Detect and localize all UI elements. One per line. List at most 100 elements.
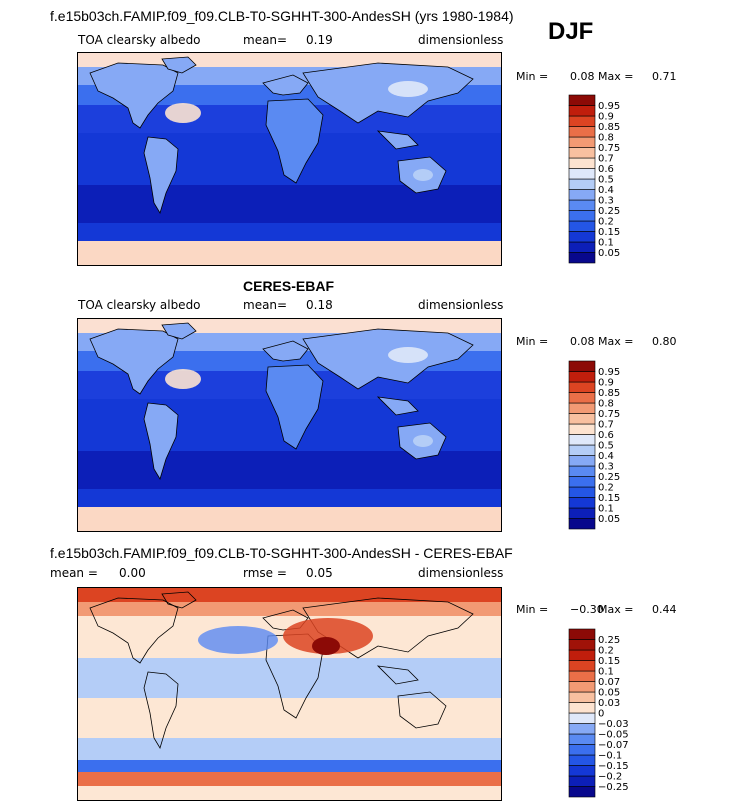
colorbar-box (568, 392, 596, 404)
colorbar-tick-label: −0.2 (598, 772, 622, 783)
colorbar-box (568, 210, 596, 222)
colorbar-box (568, 231, 596, 243)
colorbar-tick-label: 0.6 (598, 164, 614, 175)
colorbar-box (568, 681, 596, 693)
colorbar-tick-label: −0.03 (598, 719, 629, 730)
colorbar-box (568, 723, 596, 735)
colorbar-box (568, 157, 596, 169)
colorbar-box (568, 786, 596, 798)
colorbar-box (568, 639, 596, 651)
colorbar-tick-label: 0.85 (598, 122, 620, 133)
colorbar-tick-label: 0.1 (598, 667, 614, 678)
colorbar-tick-label: 0.15 (598, 656, 620, 667)
colorbar-tick-label: 0 (598, 709, 604, 720)
colorbar-box (568, 518, 596, 530)
colorbar-box (568, 702, 596, 714)
colorbar-tick-label: 0.25 (598, 472, 620, 483)
colorbar-tick-label: 0.07 (598, 677, 620, 688)
page-title: f.e15b03ch.FAMIP.f09_f09.CLB-T0-SGHHT-30… (50, 8, 514, 24)
colorbar-box (568, 241, 596, 253)
panel3-rmse-value: 0.05 (306, 566, 333, 580)
panel1-colorbar: 0.050.10.150.20.250.30.40.50.60.70.750.8… (568, 94, 620, 264)
colorbar-box (568, 660, 596, 672)
panel2-max-value: 0.80 (652, 335, 677, 348)
panel3-min-label: Min = (516, 603, 549, 616)
colorbar-box (568, 444, 596, 456)
panel1-max-value: 0.71 (652, 70, 677, 83)
colorbar-tick-label: 0.15 (598, 227, 620, 238)
colorbar-box (568, 402, 596, 414)
colorbar-box (568, 94, 596, 106)
colorbar-box (568, 220, 596, 232)
colorbar-box (568, 486, 596, 498)
colorbar-box (568, 168, 596, 180)
panel2-max-label: Max = (598, 335, 634, 348)
panel3-max-label: Max = (598, 603, 634, 616)
panel1-units: dimensionless (418, 33, 504, 47)
panel3-map (77, 587, 502, 801)
colorbar-box (568, 423, 596, 435)
colorbar-tick-label: 0.05 (598, 514, 620, 525)
colorbar-box (568, 765, 596, 777)
colorbar-box (568, 126, 596, 138)
colorbar-box (568, 476, 596, 488)
colorbar-box (568, 465, 596, 477)
colorbar-tick-label: 0.3 (598, 462, 614, 473)
colorbar-tick-label: 0.5 (598, 175, 614, 186)
colorbar-tick-label: 0.2 (598, 217, 614, 228)
colorbar-box (568, 360, 596, 372)
colorbar-tick-label: 0.2 (598, 483, 614, 494)
colorbar-tick-label: 0.9 (598, 378, 614, 389)
panel2-units: dimensionless (418, 298, 504, 312)
colorbar-tick-label: 0.75 (598, 143, 620, 154)
colorbar-tick-label: 0.75 (598, 409, 620, 420)
colorbar-box (568, 754, 596, 766)
colorbar-tick-label: 0.9 (598, 112, 614, 123)
panel2-variable: TOA clearsky albedo (78, 298, 201, 312)
colorbar-box (568, 115, 596, 127)
colorbar-box (568, 507, 596, 519)
panel1-mean-value: 0.19 (306, 33, 333, 47)
colorbar-tick-label: 0.8 (598, 399, 614, 410)
panel3-max-value: 0.44 (652, 603, 677, 616)
colorbar-box (568, 712, 596, 724)
panel2-mean-label: mean= (243, 298, 288, 312)
colorbar-box (568, 178, 596, 190)
panel3-title: f.e15b03ch.FAMIP.f09_f09.CLB-T0-SGHHT-30… (50, 545, 513, 561)
colorbar-box (568, 413, 596, 425)
colorbar-box (568, 199, 596, 211)
colorbar-box (568, 371, 596, 383)
panel3-mean-label: mean = (50, 566, 98, 580)
colorbar-tick-label: −0.25 (598, 782, 629, 793)
panel1-max-label: Max = (598, 70, 634, 83)
panel3-rmse-label: rmse = (243, 566, 287, 580)
colorbar-box (568, 381, 596, 393)
panel1-map (77, 52, 502, 266)
panel1-min-value: 0.08 (570, 70, 595, 83)
panel3-min-value: −0.30 (570, 603, 604, 616)
colorbar-tick-label: 0.05 (598, 248, 620, 259)
colorbar-box (568, 136, 596, 148)
colorbar-tick-label: 0.95 (598, 101, 620, 112)
colorbar-tick-label: −0.07 (598, 740, 629, 751)
season-label: DJF (548, 18, 594, 45)
colorbar-tick-label: 0.5 (598, 441, 614, 452)
colorbar-tick-label: 0.2 (598, 646, 614, 657)
colorbar-tick-label: −0.05 (598, 730, 629, 741)
panel2-colorbar: 0.050.10.150.20.250.30.40.50.60.70.750.8… (568, 360, 620, 530)
colorbar-box (568, 733, 596, 745)
panel2-min-label: Min = (516, 335, 549, 348)
colorbar-box (568, 691, 596, 703)
colorbar-tick-label: 0.4 (598, 185, 614, 196)
colorbar-tick-label: 0.03 (598, 698, 620, 709)
colorbar-tick-label: 0.25 (598, 206, 620, 217)
panel1-map-svg (78, 53, 501, 265)
colorbar-tick-label: 0.8 (598, 133, 614, 144)
panel2-mean-value: 0.18 (306, 298, 333, 312)
panel3-map-svg (78, 588, 501, 800)
colorbar-tick-label: 0.3 (598, 196, 614, 207)
colorbar-box (568, 497, 596, 509)
colorbar-tick-label: 0.15 (598, 493, 620, 504)
colorbar-tick-label: 0.7 (598, 420, 614, 431)
colorbar-tick-label: 0.95 (598, 367, 620, 378)
